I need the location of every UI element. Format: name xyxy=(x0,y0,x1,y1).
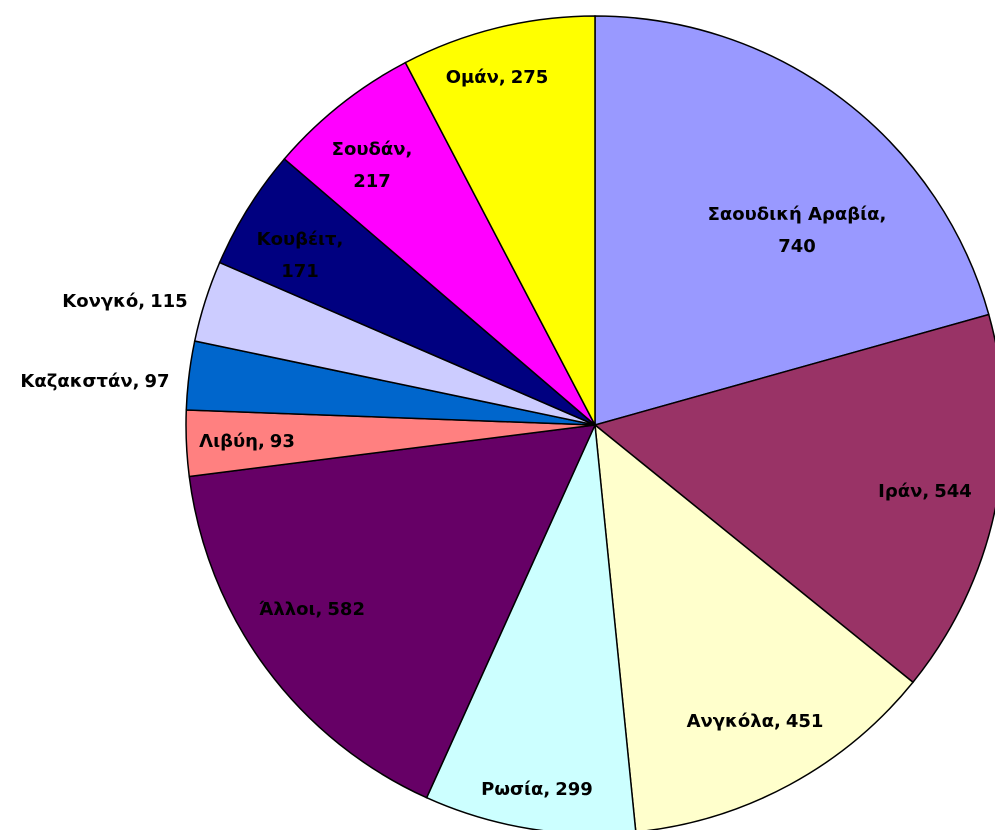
label-value: 740 xyxy=(778,236,816,257)
label-value: 171 xyxy=(281,261,319,282)
label-separator: , xyxy=(880,204,887,225)
label-separator: , xyxy=(316,599,323,620)
label-separator: , xyxy=(405,139,412,160)
pie-slice xyxy=(593,313,995,684)
label-separator: , xyxy=(774,711,781,732)
label-separator: , xyxy=(922,481,929,502)
slice-label: Ρωσία, 299 xyxy=(481,779,593,800)
label-category: Ρωσία xyxy=(481,779,543,800)
label-separator: , xyxy=(543,779,550,800)
pie-slice xyxy=(425,422,637,830)
slice-label: Σαουδική Αραβία, 740 xyxy=(708,204,887,257)
label-category: Καζακστάν xyxy=(20,371,132,392)
slice-label: Κονγκό, 115 xyxy=(62,291,187,312)
label-value: 275 xyxy=(511,67,549,88)
label-value: 93 xyxy=(270,431,295,452)
slice-label: Ομάν, 275 xyxy=(446,67,549,88)
label-value: 217 xyxy=(353,171,391,192)
label-separator: , xyxy=(138,291,145,312)
label-separator: , xyxy=(337,229,344,250)
label-category: Κονγκό xyxy=(62,291,138,312)
label-separator: , xyxy=(499,67,506,88)
label-value: 299 xyxy=(555,779,593,800)
label-category: Λιβύη xyxy=(199,431,258,452)
label-value: 97 xyxy=(145,371,170,392)
pie-slice xyxy=(404,15,596,426)
slice-label: Σουδάν, 217 xyxy=(332,139,413,192)
label-value: 451 xyxy=(786,711,824,732)
slice-label: Καζακστάν, 97 xyxy=(20,371,169,392)
label-value: 115 xyxy=(150,291,188,312)
label-separator: , xyxy=(133,371,140,392)
label-separator: , xyxy=(258,431,265,452)
label-category: Ομάν xyxy=(446,67,499,88)
pie-slice xyxy=(594,423,915,830)
label-category: Σαουδική Αραβία xyxy=(708,204,880,225)
label-category: Ανγκόλα xyxy=(687,711,774,732)
slice-label: Κουβέιτ, 171 xyxy=(257,229,344,282)
slice-label: Λιβύη, 93 xyxy=(199,431,295,452)
slice-label: Ανγκόλα, 451 xyxy=(687,711,824,732)
pie-slice xyxy=(188,424,597,799)
label-category: Σουδάν xyxy=(332,139,406,160)
pie-slice xyxy=(283,61,596,426)
label-value: 544 xyxy=(934,481,972,502)
label-category: Άλλοι xyxy=(259,599,316,620)
label-category: Κουβέιτ xyxy=(257,229,337,250)
label-category: Ιράν xyxy=(878,481,922,502)
label-value: 582 xyxy=(327,599,365,620)
slice-label: Άλλοι, 582 xyxy=(259,599,365,620)
pie-slice xyxy=(594,15,990,426)
slice-label: Ιράν, 544 xyxy=(878,481,972,502)
